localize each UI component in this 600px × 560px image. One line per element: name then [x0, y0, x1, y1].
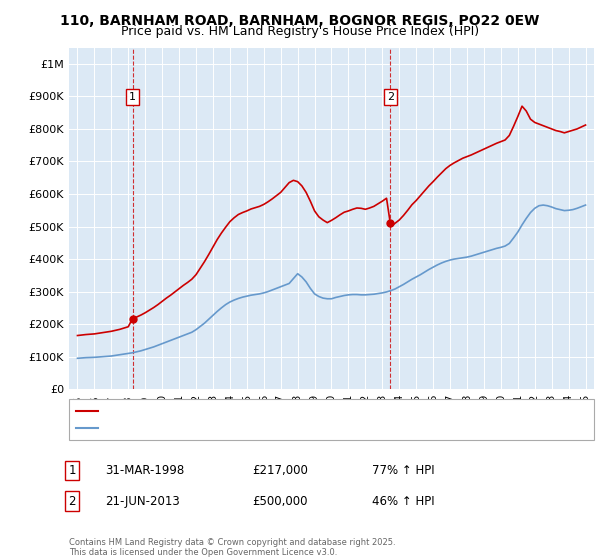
Text: 21-JUN-2013: 21-JUN-2013 — [105, 494, 180, 508]
Text: 31-MAR-1998: 31-MAR-1998 — [105, 464, 184, 477]
Text: Price paid vs. HM Land Registry's House Price Index (HPI): Price paid vs. HM Land Registry's House … — [121, 25, 479, 38]
Text: Contains HM Land Registry data © Crown copyright and database right 2025.
This d: Contains HM Land Registry data © Crown c… — [69, 538, 395, 557]
Text: 110, BARNHAM ROAD, BARNHAM, BOGNOR REGIS, PO22 0EW: 110, BARNHAM ROAD, BARNHAM, BOGNOR REGIS… — [61, 14, 539, 28]
Text: £217,000: £217,000 — [252, 464, 308, 477]
Text: 77% ↑ HPI: 77% ↑ HPI — [372, 464, 434, 477]
Text: £500,000: £500,000 — [252, 494, 308, 508]
Text: 1: 1 — [68, 464, 76, 477]
Text: 1: 1 — [129, 92, 136, 102]
Text: 110, BARNHAM ROAD, BARNHAM, BOGNOR REGIS, PO22 0EW (detached house): 110, BARNHAM ROAD, BARNHAM, BOGNOR REGIS… — [100, 405, 516, 416]
Text: 2: 2 — [68, 494, 76, 508]
Text: 2: 2 — [387, 92, 394, 102]
Text: HPI: Average price, detached house, Arun: HPI: Average price, detached house, Arun — [100, 423, 318, 433]
Text: 46% ↑ HPI: 46% ↑ HPI — [372, 494, 434, 508]
